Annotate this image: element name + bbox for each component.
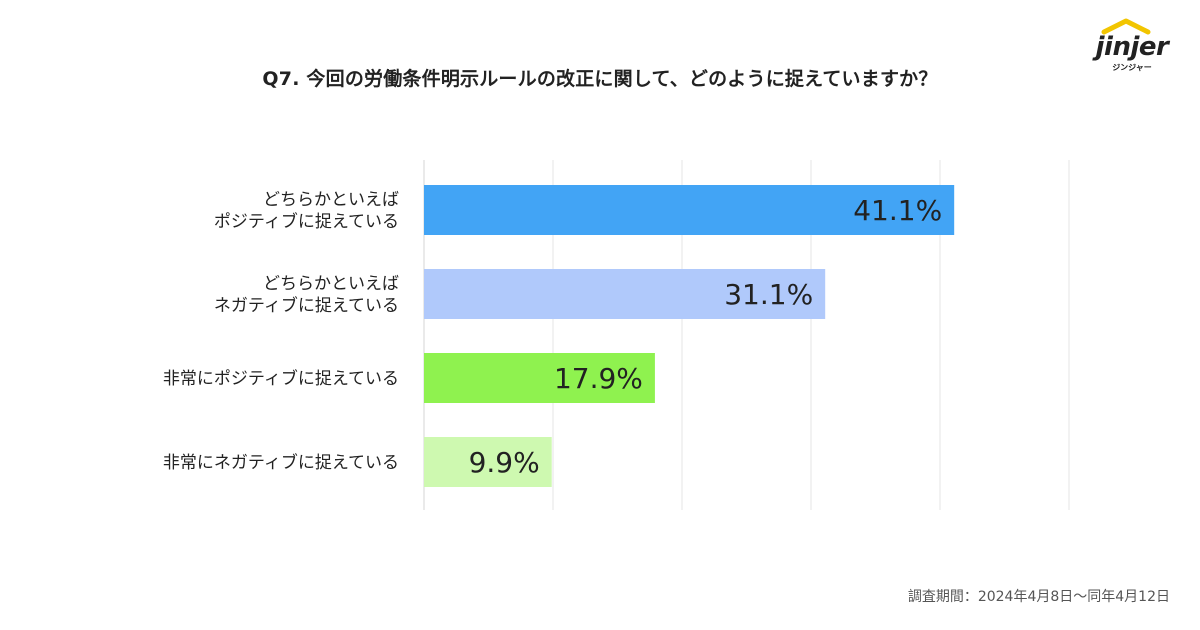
category-label: 非常にポジティブに捉えている: [163, 368, 399, 389]
data-label: 31.1%: [724, 278, 813, 311]
roof-icon: [1101, 18, 1151, 35]
bar: [424, 437, 552, 487]
category-label: ポジティブに捉えている: [214, 211, 399, 232]
bar: [424, 269, 826, 319]
data-label: 17.9%: [554, 362, 643, 395]
category-label: どちらかといえば: [263, 274, 399, 294]
category-label: どちらかといえば: [263, 190, 399, 210]
logo-wordmark: jinjer: [1095, 32, 1169, 62]
logo-subtext: ジンジャー: [1112, 63, 1152, 72]
jinjer-logo: jinjer ジンジャー: [1088, 18, 1188, 74]
category-label: 非常にネガティブに捉えている: [163, 452, 399, 473]
category-label: ネガティブに捉えている: [214, 295, 399, 316]
data-label: 9.9%: [469, 446, 540, 479]
bar: [424, 185, 955, 235]
survey-period: 調査期間：2024年4月8日〜同年4月12日: [907, 589, 1170, 605]
data-label: 41.1%: [853, 194, 942, 227]
chart-title: Q7. 今回の労働条件明示ルールの改正に関して、どのように捉えていますか？: [262, 68, 938, 90]
bar: [424, 353, 655, 403]
